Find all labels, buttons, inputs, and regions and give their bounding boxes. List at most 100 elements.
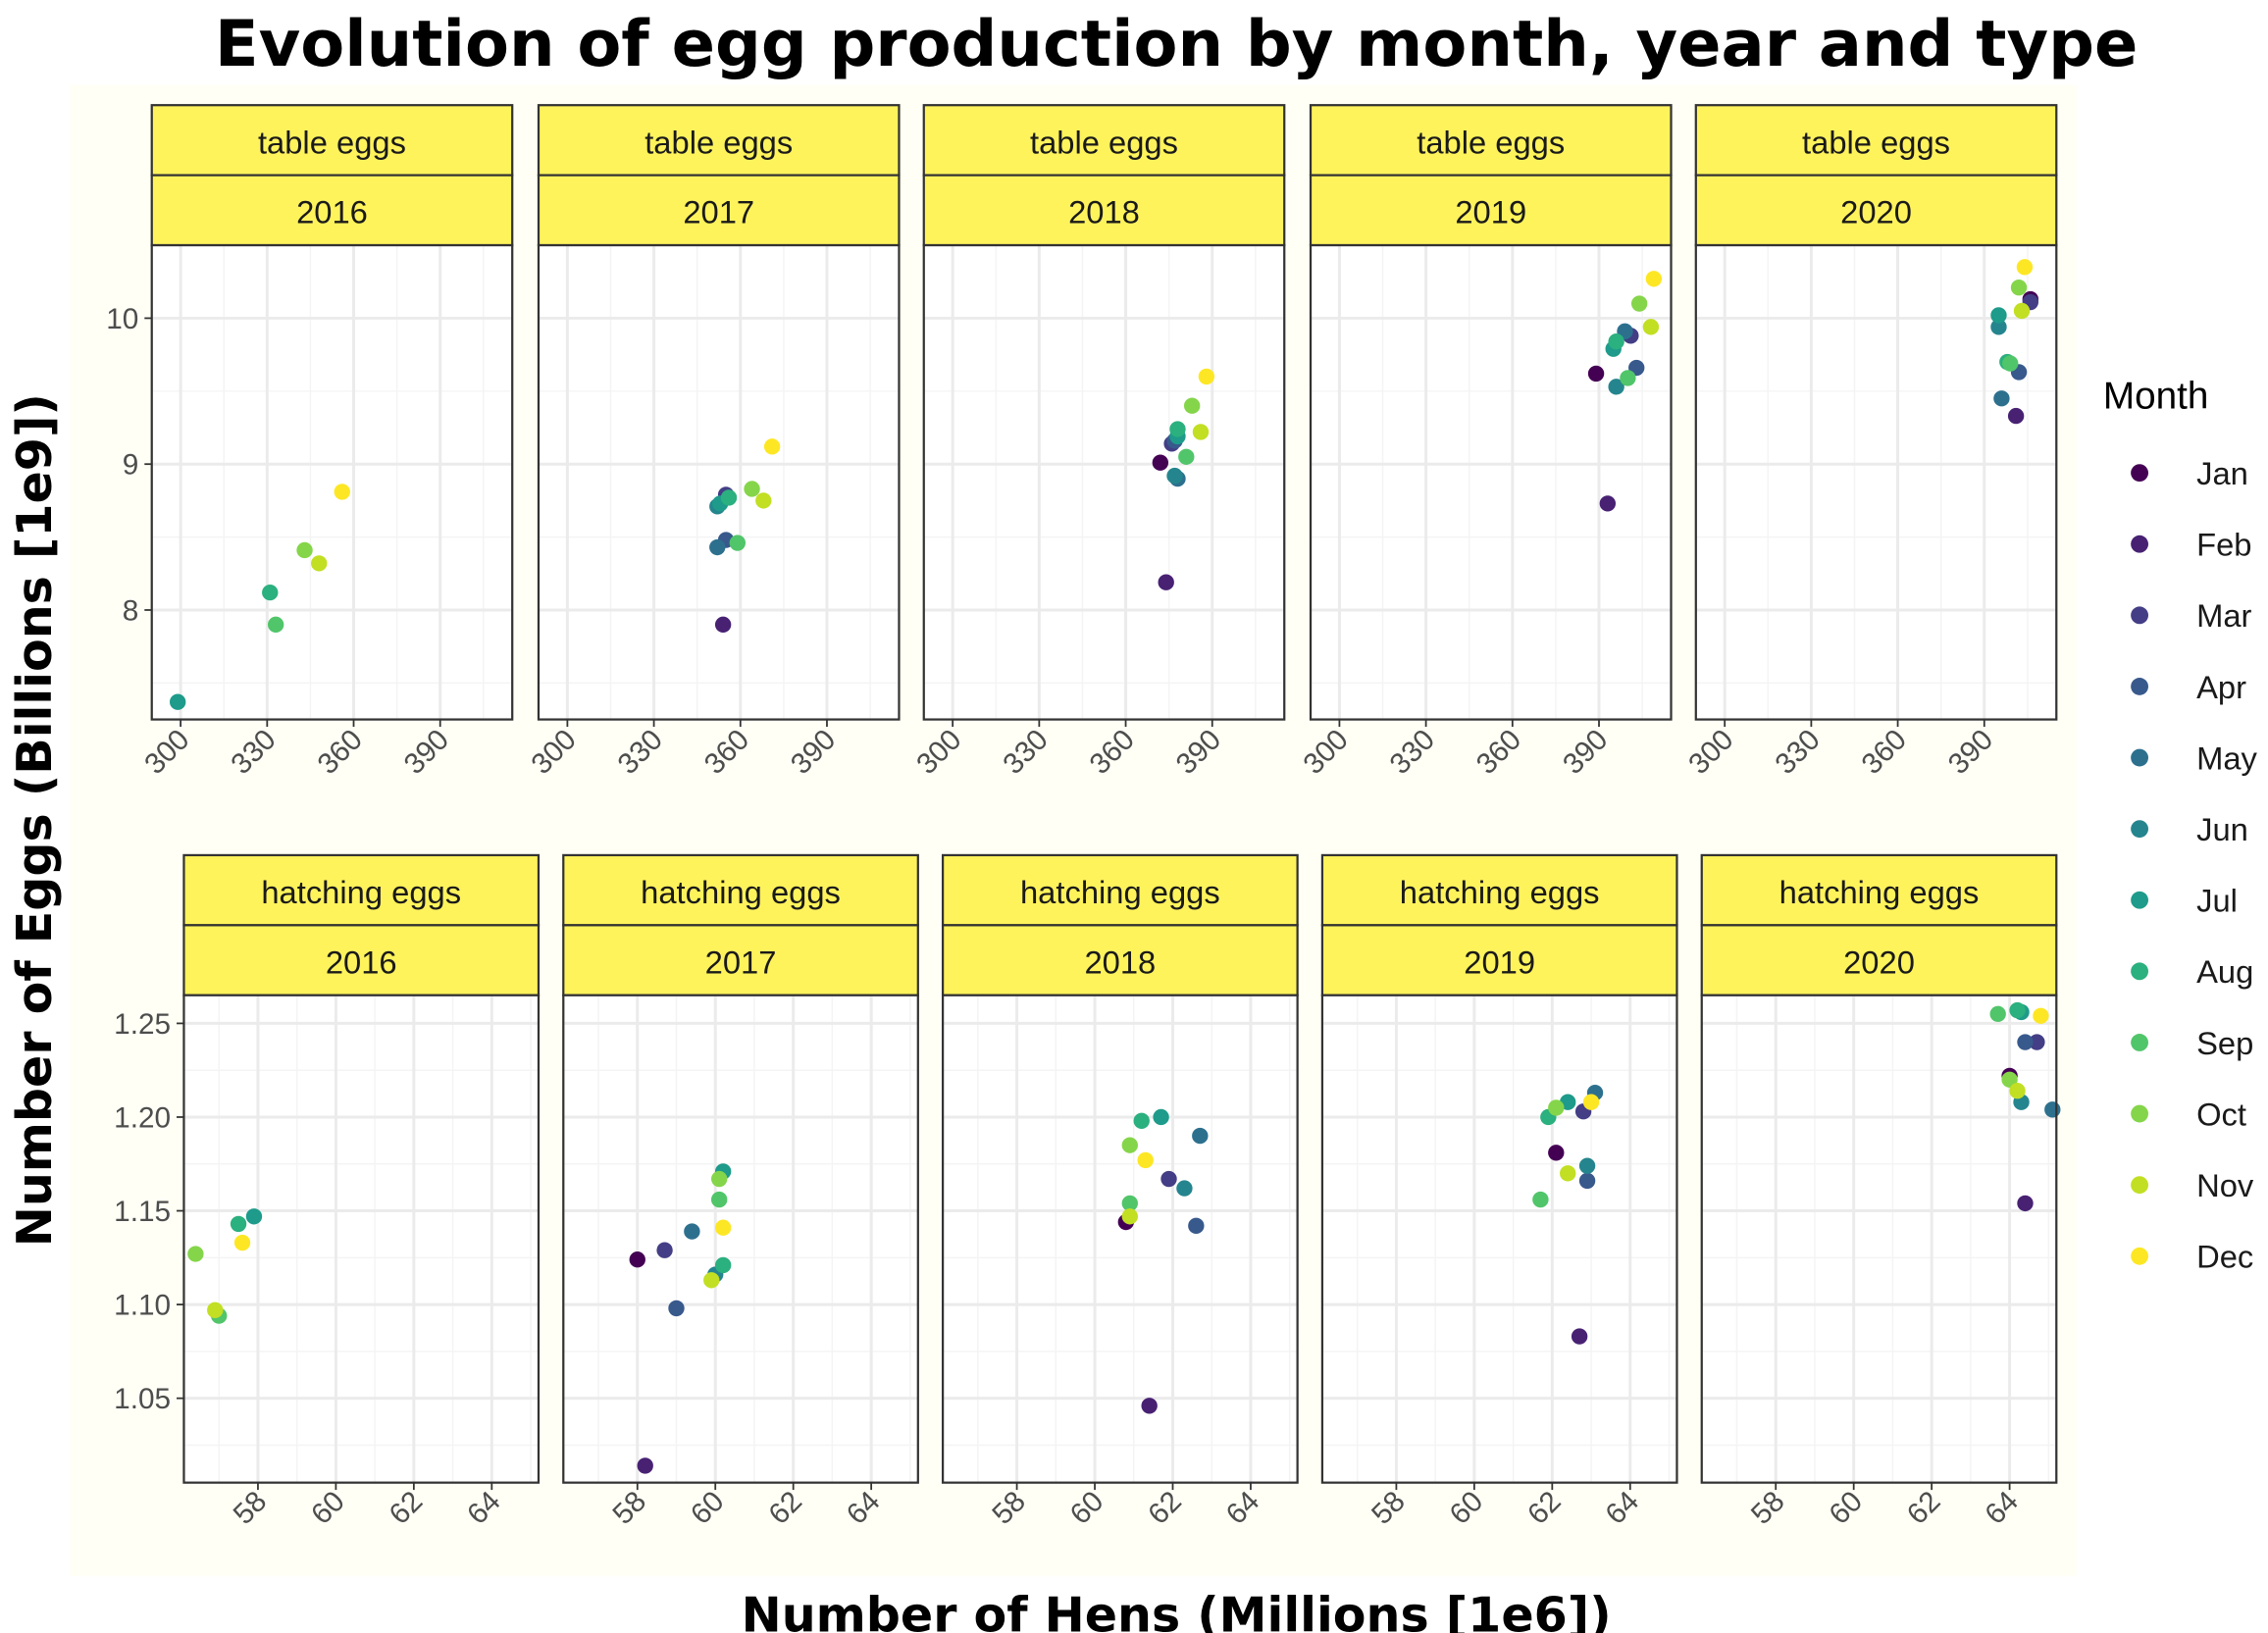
point-jul <box>1990 307 2007 324</box>
point-dec <box>1137 1151 1154 1169</box>
point-apr <box>1188 1217 1205 1235</box>
legend-key-jun <box>2131 820 2149 839</box>
legend-key-dec <box>2131 1247 2149 1265</box>
point-nov <box>1560 1165 1576 1182</box>
point-jun <box>1166 467 1183 485</box>
strip-type <box>537 104 901 177</box>
strip-type-label: hatching eggs <box>641 874 841 910</box>
point-oct <box>711 1170 728 1188</box>
panel-border <box>1309 243 1673 721</box>
point-mar <box>2029 1034 2045 1050</box>
point-nov <box>2013 302 2031 320</box>
point-apr <box>2017 1034 2034 1050</box>
legend-key-apr <box>2131 678 2149 695</box>
point-feb <box>637 1457 653 1474</box>
strip-year <box>1309 174 1673 247</box>
panel-border <box>150 243 514 721</box>
strip-year-label: 2019 <box>1455 194 1526 230</box>
strip-year-label: 2018 <box>1068 194 1140 230</box>
strip-year-label: 2019 <box>1464 944 1535 980</box>
point-jan <box>629 1251 645 1268</box>
point-nov <box>1642 319 1660 335</box>
point-feb <box>1571 1328 1588 1345</box>
legend-key-feb <box>2131 535 2149 553</box>
point-aug <box>230 1215 247 1233</box>
strip-year <box>922 174 1286 247</box>
point-aug <box>1169 421 1186 437</box>
point-feb <box>1599 495 1617 512</box>
strip-type-label: table eggs <box>1417 124 1565 160</box>
point-sep <box>1178 448 1195 465</box>
strip-type <box>1320 853 1678 927</box>
strip-year <box>1700 924 2058 996</box>
gridlines <box>1311 244 1672 720</box>
strip-year-label: 2016 <box>296 194 368 230</box>
y-tick-label: 1.20 <box>114 1101 171 1134</box>
y-tick-label: 1.15 <box>114 1196 171 1228</box>
legend-key-mar <box>2131 606 2149 625</box>
point-sep <box>1121 1195 1138 1212</box>
point-mar <box>1160 1170 1177 1188</box>
panel-border <box>1320 994 1678 1484</box>
legend-key-sep <box>2131 1034 2149 1051</box>
point-may <box>684 1223 700 1240</box>
point-aug <box>714 1256 732 1274</box>
y-axis-title: Number of Eggs (Billions [1e9]) <box>6 393 63 1247</box>
point-feb <box>2007 407 2025 425</box>
point-jun <box>1176 1180 1193 1197</box>
strip-type <box>562 853 919 927</box>
strip-year-label: 2020 <box>1843 944 1915 980</box>
point-dec <box>2016 259 2034 276</box>
legend-label-dec: Dec <box>2196 1239 2253 1275</box>
strip-type <box>1694 104 2058 177</box>
point-sep <box>1620 370 1636 386</box>
legend-title: Month <box>2103 376 2208 418</box>
panel-background <box>1701 995 2057 1483</box>
point-oct <box>1630 295 1648 312</box>
legend-label-feb: Feb <box>2196 527 2251 563</box>
point-sep <box>2002 355 2019 372</box>
point-dec <box>714 1219 732 1236</box>
y-tick-label: 9 <box>123 449 139 482</box>
point-jun <box>1608 379 1624 395</box>
point-oct <box>1548 1099 1565 1116</box>
strip-year <box>537 174 901 247</box>
chart-title: Evolution of egg production by month, ye… <box>215 7 2139 81</box>
legend-key-jul <box>2131 891 2149 909</box>
point-oct <box>1121 1137 1138 1153</box>
point-dec <box>1198 368 1215 385</box>
legend-key-nov <box>2131 1176 2149 1195</box>
strip-type-label: hatching eggs <box>1779 874 1980 910</box>
gridlines <box>563 995 918 1483</box>
strip-year <box>1320 924 1678 996</box>
point-may <box>709 538 726 556</box>
point-oct <box>1183 397 1201 414</box>
strip-type <box>1309 104 1673 177</box>
strip-year-label: 2017 <box>683 194 754 230</box>
point-jan <box>1587 365 1605 383</box>
legend-key-may <box>2131 748 2149 767</box>
legend-key-jan <box>2131 464 2149 483</box>
point-dec <box>334 484 350 500</box>
point-may <box>1993 390 2010 407</box>
point-nov <box>1192 424 1210 440</box>
point-nov <box>703 1272 720 1289</box>
legend-label-nov: Nov <box>2196 1167 2254 1203</box>
point-jul <box>1153 1108 1169 1126</box>
panel-background <box>151 245 513 720</box>
gridlines <box>943 995 1298 1483</box>
point-apr <box>668 1300 685 1317</box>
point-jul <box>245 1208 263 1225</box>
panel-background <box>923 245 1285 720</box>
point-jul <box>170 693 186 710</box>
strip-year-label: 2020 <box>1840 194 1912 230</box>
panel-border <box>922 243 1286 721</box>
point-nov <box>2009 1083 2026 1099</box>
